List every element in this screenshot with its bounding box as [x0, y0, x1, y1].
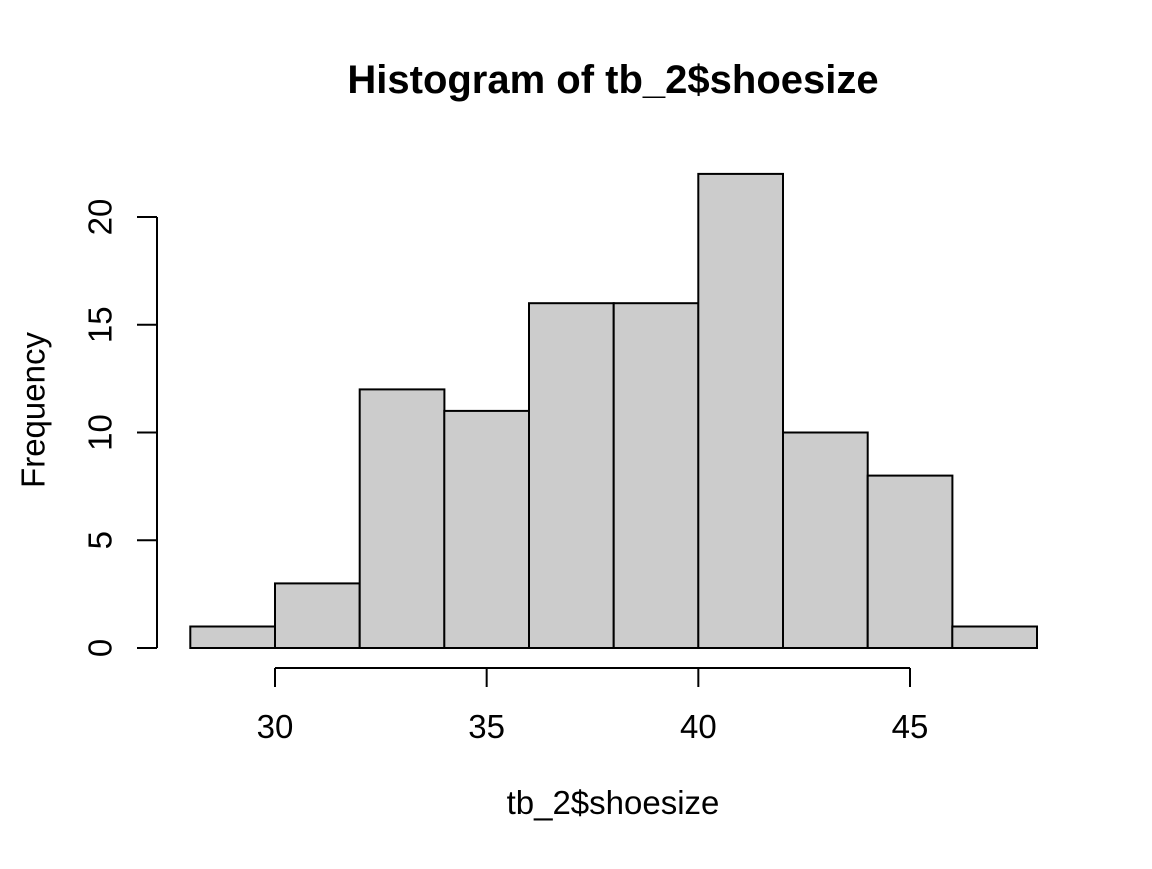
- chart-title: Histogram of tb_2$shoesize: [347, 58, 878, 102]
- histogram-bar: [189, 625, 276, 649]
- y-tick-label: 10: [82, 414, 119, 451]
- axes-layer: 30 35 40 45 0 5 10 15 20: [82, 199, 929, 745]
- histogram-bar: [528, 302, 615, 649]
- y-tick-label: 0: [82, 639, 119, 657]
- x-axis-label: tb_2$shoesize: [507, 784, 720, 821]
- histogram-bar: [274, 582, 361, 650]
- histogram-bar: [612, 302, 700, 649]
- bars-layer: [189, 172, 1038, 650]
- x-tick-label: 40: [680, 708, 717, 745]
- y-tick-label: 20: [82, 199, 119, 236]
- histogram-bar: [951, 625, 1038, 649]
- x-tick-label: 30: [257, 708, 294, 745]
- histogram-bar: [697, 172, 784, 649]
- histogram-bar: [866, 474, 954, 649]
- histogram-bar: [358, 388, 446, 649]
- y-axis-label: Frequency: [15, 332, 52, 488]
- histogram-bar: [443, 409, 530, 649]
- histogram-bar: [782, 431, 869, 649]
- y-tick-label: 5: [82, 531, 119, 549]
- x-tick-label: 45: [892, 708, 929, 745]
- y-tick-label: 15: [82, 306, 119, 343]
- x-tick-label: 35: [468, 708, 505, 745]
